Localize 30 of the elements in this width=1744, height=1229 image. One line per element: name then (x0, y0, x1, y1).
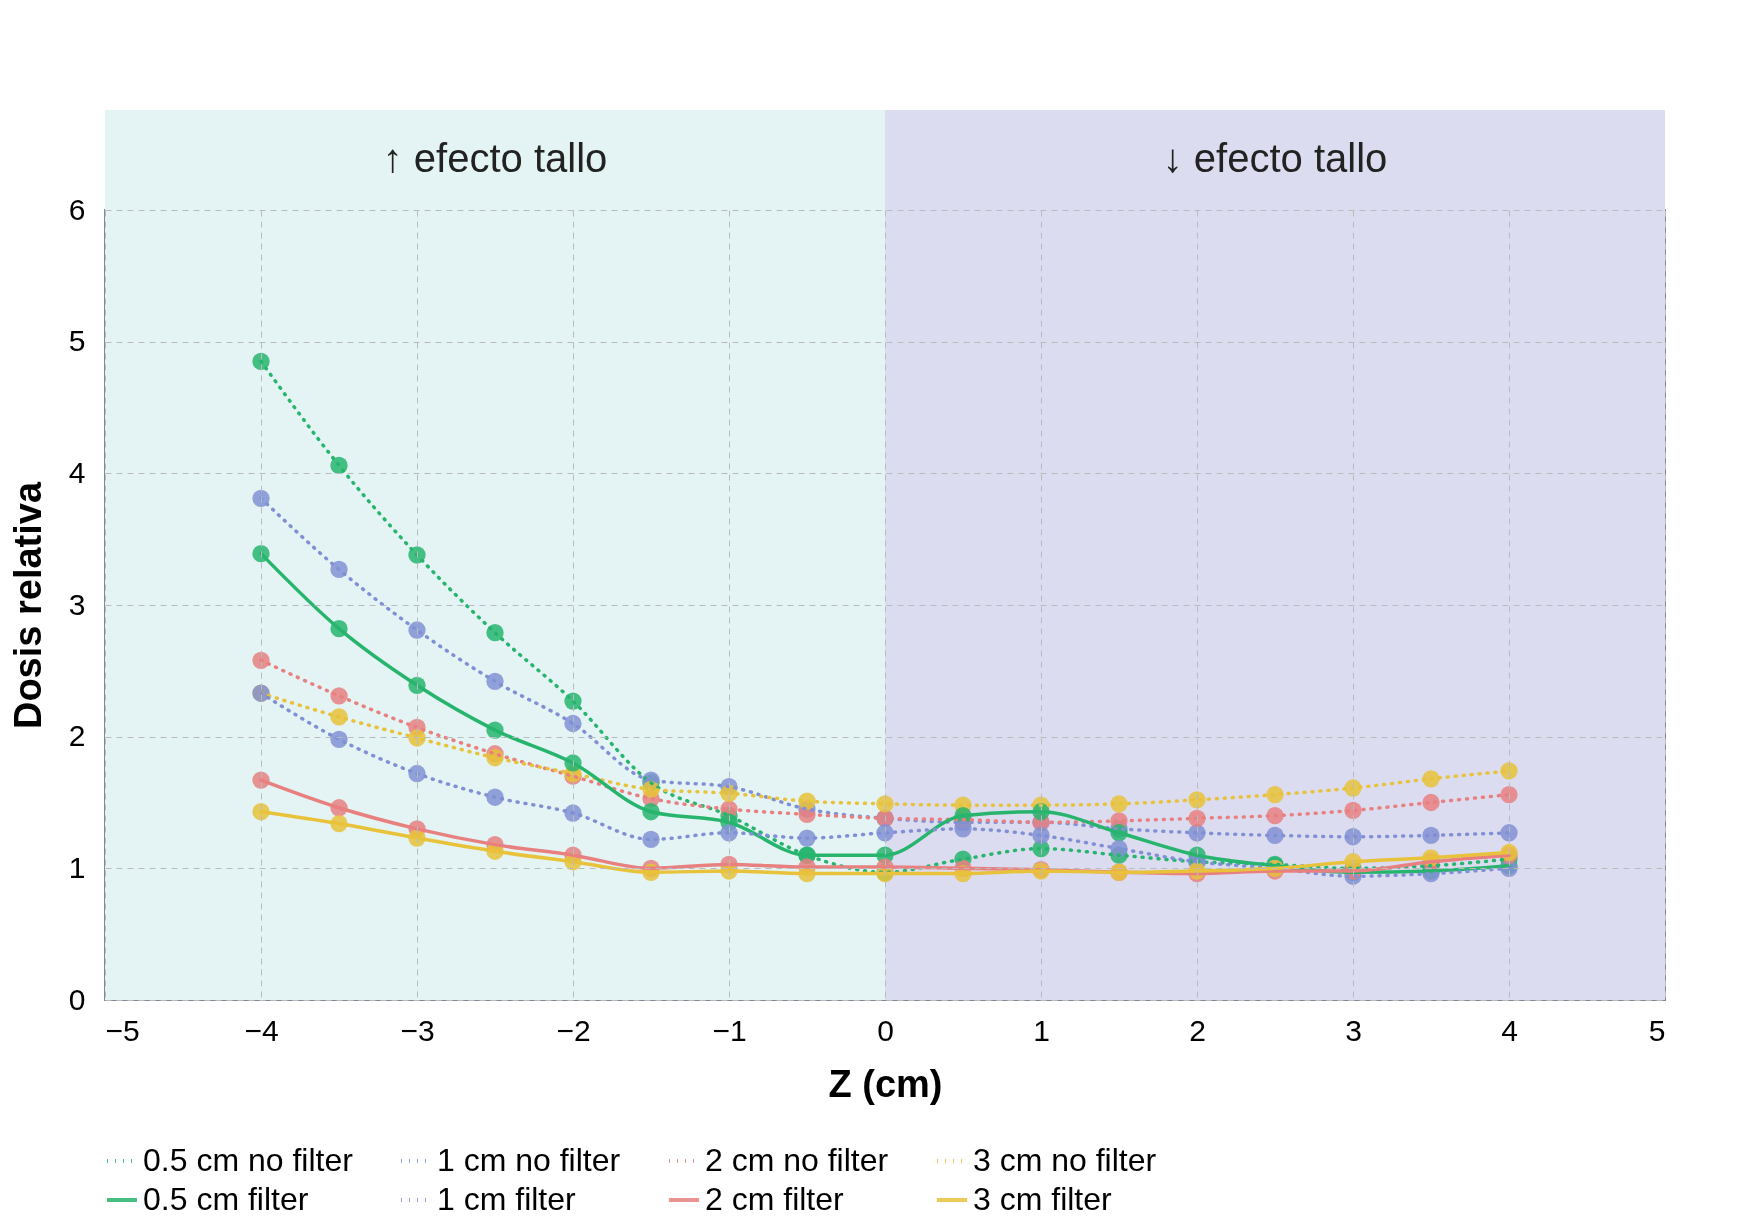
band-label: ↓ efecto tallo (1162, 136, 1388, 180)
x-tick-label: −3 (400, 1013, 435, 1047)
x-tick-label: 4 (1501, 1013, 1518, 1047)
legend-label: 0.5 cm no filter (143, 1142, 354, 1178)
y-axis-title: Dosis relativa (6, 481, 49, 730)
x-tick-label: −2 (556, 1013, 591, 1047)
y-tick-label: 1 (68, 850, 86, 884)
band-label: ↑ efecto tallo (382, 136, 608, 180)
legend-label: 2 cm filter (705, 1181, 845, 1217)
x-tick-label: 5 (1648, 1013, 1666, 1047)
y-tick-label: 4 (68, 455, 86, 489)
x-axis-title: Z (cm) (828, 1062, 943, 1105)
legend-label: 1 cm filter (437, 1181, 577, 1217)
x-tick-label: 0 (877, 1013, 894, 1047)
y-tick-label: 2 (68, 719, 86, 753)
x-tick-label: −1 (712, 1013, 747, 1047)
x-tick-label: 1 (1033, 1013, 1050, 1047)
y-tick-label: 5 (68, 324, 86, 358)
y-tick-label: 6 (68, 192, 86, 226)
y-tick-label: 3 (68, 587, 86, 621)
x-tick-label: −4 (244, 1013, 279, 1047)
legend-label: 1 cm no filter (437, 1142, 621, 1178)
x-tick-label: 2 (1189, 1013, 1206, 1047)
x-tick-label: −5 (105, 1013, 140, 1047)
legend-label: 3 cm no filter (973, 1142, 1157, 1178)
legend-label: 0.5 cm filter (143, 1181, 309, 1217)
legend-label: 2 cm no filter (705, 1142, 889, 1178)
x-tick-label: 3 (1345, 1013, 1362, 1047)
legend-label: 3 cm filter (973, 1181, 1113, 1217)
y-tick-label: 0 (68, 982, 86, 1016)
